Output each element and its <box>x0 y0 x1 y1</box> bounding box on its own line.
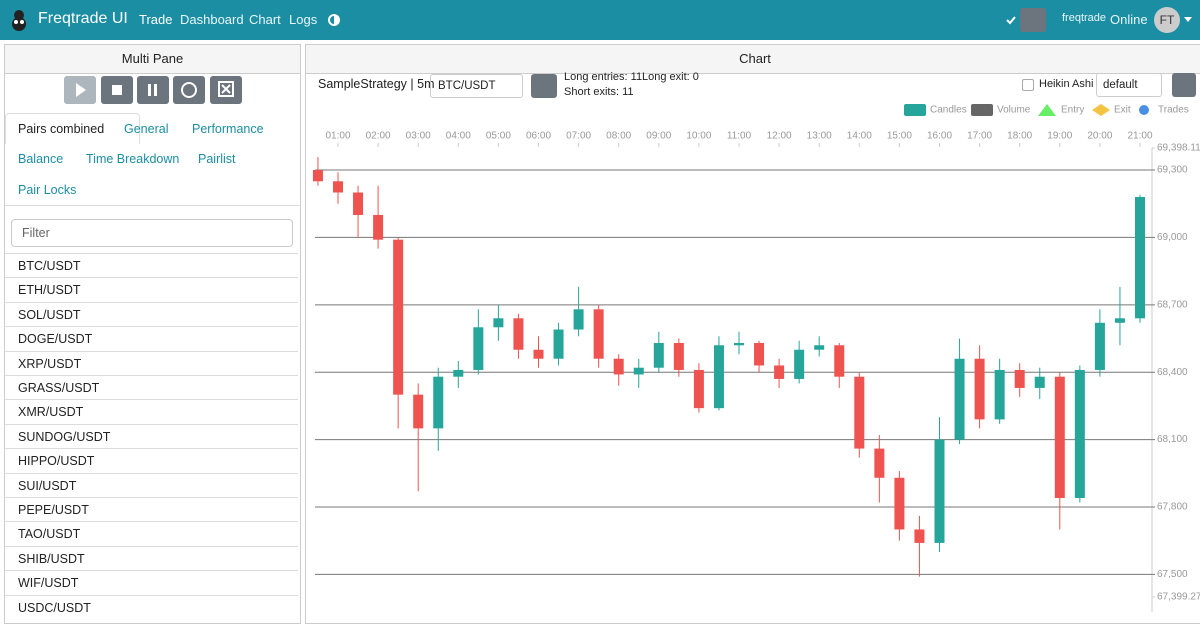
checkbox[interactable] <box>1022 79 1034 91</box>
theme-toggle[interactable] <box>327 13 341 27</box>
pair-item[interactable]: BTC/USDT <box>5 253 298 277</box>
stat: Long entries: 11 <box>564 71 643 83</box>
pair-item[interactable]: DOGE/USDT <box>5 326 298 350</box>
pair-item[interactable]: SUNDOG/USDT <box>5 423 298 448</box>
stat: Short exits: 11 <box>564 86 634 98</box>
pair-item[interactable]: XMR/USDT <box>5 399 298 423</box>
pair-item[interactable]: XRP/USDT <box>5 350 298 375</box>
pair-item[interactable]: WIF/USDT <box>5 570 298 594</box>
pair-item[interactable]: HIPPO/USDT <box>5 448 298 472</box>
forceexit-button[interactable] <box>210 76 242 104</box>
pair-item[interactable]: TAO/USDT <box>5 521 298 545</box>
nav-link[interactable]: Dashboard <box>180 12 244 27</box>
logo <box>12 10 26 31</box>
active-tab-box <box>5 113 140 144</box>
divider <box>5 205 300 206</box>
chart-panel: Chart <box>305 44 1200 624</box>
tab[interactable]: Pair Locks <box>18 183 77 197</box>
pair-item[interactable]: USDC/USDT <box>5 594 298 619</box>
tab[interactable]: Balance <box>18 152 64 166</box>
navbar: Freqtrade UI Trade Dashboard Chart Logs … <box>0 0 1200 40</box>
nav-link[interactable]: Trade <box>139 12 173 27</box>
tab[interactable]: General <box>124 122 169 136</box>
pair-select[interactable]: BTC/USDT <box>430 74 523 98</box>
panel-title: Chart <box>306 45 1200 74</box>
caret[interactable] <box>1184 17 1192 23</box>
pause-button[interactable] <box>137 76 169 104</box>
strategy-label: SampleStrategy | 5m <box>318 77 435 91</box>
bot-status: Online <box>1110 12 1148 27</box>
stat: Long exit: 0 <box>642 71 699 83</box>
refresh-button[interactable] <box>531 74 557 98</box>
tab[interactable]: Pairs combined <box>18 122 105 136</box>
pair-item[interactable]: GRASS/USDT <box>5 375 298 399</box>
bot-name: freqtrade <box>1062 12 1107 24</box>
panel-title: Multi Pane <box>5 45 300 74</box>
tab[interactable]: Performance <box>192 122 264 136</box>
left-panel: Multi Pane <box>4 44 301 624</box>
pair-item[interactable]: SOL/USDT <box>5 301 298 326</box>
pair-item[interactable]: PEPE/USDT <box>5 497 298 521</box>
nav-link[interactable]: Chart <box>249 12 281 27</box>
refresh-button[interactable] <box>1020 8 1046 32</box>
settings-button[interactable] <box>1172 73 1196 97</box>
avatar[interactable]: FT <box>1154 7 1180 33</box>
check-icon <box>1006 16 1016 25</box>
pair-item[interactable]: SUI/USDT <box>5 472 298 497</box>
layout-select[interactable]: default <box>1096 73 1162 97</box>
filter-input[interactable]: Filter <box>11 219 293 247</box>
heikin-ashi-label[interactable]: Heikin Ashi <box>1039 78 1094 90</box>
pair-item[interactable]: SHIB/USDT <box>5 545 298 570</box>
tab[interactable]: Time Breakdown <box>86 152 180 166</box>
nav-link[interactable]: Logs <box>289 12 318 27</box>
stop-button[interactable] <box>101 76 133 104</box>
tab[interactable]: Pairlist <box>198 152 236 166</box>
start-button[interactable] <box>64 76 96 104</box>
pair-item[interactable]: ETH/USDT <box>5 277 298 301</box>
reload-button[interactable] <box>173 76 205 104</box>
brand[interactable]: Freqtrade UI <box>38 10 128 27</box>
